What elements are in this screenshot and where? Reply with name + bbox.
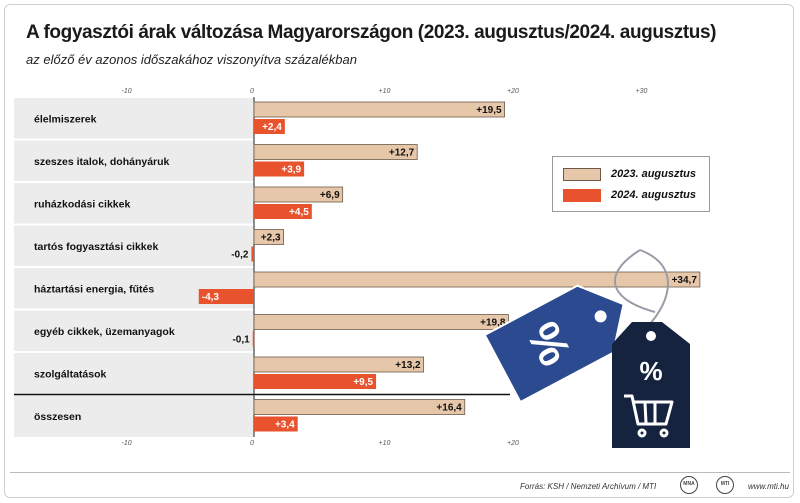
cart-frame	[624, 394, 674, 426]
legend-swatch-2023	[563, 168, 601, 181]
bar-2024	[254, 416, 298, 432]
value-label-2024: -4,3	[202, 292, 220, 303]
tag-hole	[594, 310, 607, 323]
bar-2023	[253, 399, 466, 415]
bar-2024	[254, 161, 305, 177]
value-label-2024: +3,4	[275, 420, 295, 431]
price-tag-left: %	[483, 284, 625, 404]
legend-label-2023: 2023. augusztus	[611, 168, 696, 180]
bar-2023	[253, 356, 425, 373]
footer: Forrás: KSH / Nemzeti Archívum / MTI MNA…	[0, 472, 800, 498]
category-label: szolgáltatások	[34, 368, 107, 380]
bar-2023	[253, 271, 701, 288]
value-label-2024: -0,1	[232, 335, 250, 346]
cart-bar	[643, 402, 648, 424]
bars	[198, 101, 701, 432]
tag-string	[639, 249, 669, 327]
cart-wheel	[659, 428, 669, 438]
top-tick-label: +10	[379, 88, 391, 95]
category-label: élelmiszerek	[34, 113, 97, 125]
category-band	[14, 139, 254, 182]
chart-subtitle: az előző év azonos időszakához viszonyít…	[26, 52, 357, 67]
bar-2024	[254, 204, 312, 219]
value-labels: +19,5 +12,7 +6,9 +2,3 +34,7 +19,8 +13,2 +16,4 +2…	[202, 105, 698, 431]
value-label-2023: +19,8	[480, 318, 506, 329]
price-tag-decoration: %%	[483, 249, 690, 448]
bar-2024	[251, 246, 254, 262]
value-label-2023: +2,3	[261, 233, 281, 244]
category-band	[14, 182, 254, 225]
value-label-2023: +12,7	[389, 148, 415, 159]
value-label-2024: +3,9	[281, 165, 301, 176]
category-labels: élelmiszerek szeszes italok, dohányáruk ru…	[34, 113, 175, 423]
value-label-2023: +19,5	[476, 105, 502, 116]
value-label-2023: +6,9	[320, 190, 340, 201]
bar-2024	[254, 119, 285, 134]
bottom-tick-label: 0	[250, 440, 254, 447]
bar-2023	[253, 229, 284, 245]
category-label: egyéb cikkek, üzemanyagok	[34, 326, 175, 338]
legend: 2023. augusztus 2024. augusztus	[552, 156, 710, 212]
bottom-tick-label: -10	[122, 440, 132, 447]
tag-hole	[646, 331, 656, 341]
site-link: www.mti.hu	[748, 482, 789, 491]
legend-label-2024: 2024. augusztus	[611, 189, 696, 201]
category-bands	[14, 96, 510, 437]
source-text: Forrás: KSH / Nemzeti Archívum / MTI	[520, 482, 657, 491]
bar-2024	[198, 289, 254, 304]
category-label: ruházkodási cikkek	[34, 198, 130, 210]
legend-swatch-2024	[563, 189, 601, 202]
shopping-cart-icon	[624, 394, 674, 438]
tag-body	[483, 284, 625, 404]
tag-string	[614, 249, 656, 313]
price-tag-right: %	[612, 322, 690, 448]
value-label-2024: +2,4	[262, 122, 282, 133]
chart-title: A fogyasztói árak változása Magyarország…	[26, 22, 717, 43]
top-tick-label: +30	[636, 88, 648, 95]
bottom-tick-label: +20	[507, 440, 519, 447]
mti-logo: MTI	[716, 476, 734, 494]
bar-2023	[253, 101, 505, 118]
category-label: szeszes italok, dohányáruk	[34, 156, 170, 168]
value-label-2024: -0,2	[231, 250, 249, 261]
bottom-tick-label: +10	[379, 440, 391, 447]
bar-2023	[253, 186, 344, 203]
category-label: tartós fogyasztási cikkek	[34, 241, 158, 253]
bar-2024	[252, 331, 255, 347]
bar-2024	[254, 374, 377, 389]
category-band	[14, 394, 254, 437]
top-tick-label: -10	[122, 88, 132, 95]
tag-body	[612, 322, 690, 448]
category-band	[14, 309, 254, 352]
mna-logo: MNA	[680, 476, 698, 494]
bar-2023	[253, 144, 418, 160]
category-label: háztartási energia, fűtés	[34, 283, 154, 295]
top-tick-label: +20	[507, 88, 519, 95]
category-band	[14, 224, 254, 267]
value-label-2024: +9,5	[353, 377, 373, 388]
category-band	[14, 97, 254, 140]
top-tick-label: 0	[250, 88, 254, 95]
percent-symbol: %	[639, 356, 662, 386]
category-band	[14, 352, 254, 395]
value-label-2023: +16,4	[436, 403, 462, 414]
value-label-2024: +4,5	[289, 207, 309, 218]
bar-2023	[253, 314, 509, 330]
cart-wheel	[637, 428, 647, 438]
value-label-2023: +34,7	[672, 275, 698, 286]
footer-divider	[10, 472, 790, 473]
value-label-2023: +13,2	[395, 360, 421, 371]
category-label: összesen	[34, 411, 81, 423]
